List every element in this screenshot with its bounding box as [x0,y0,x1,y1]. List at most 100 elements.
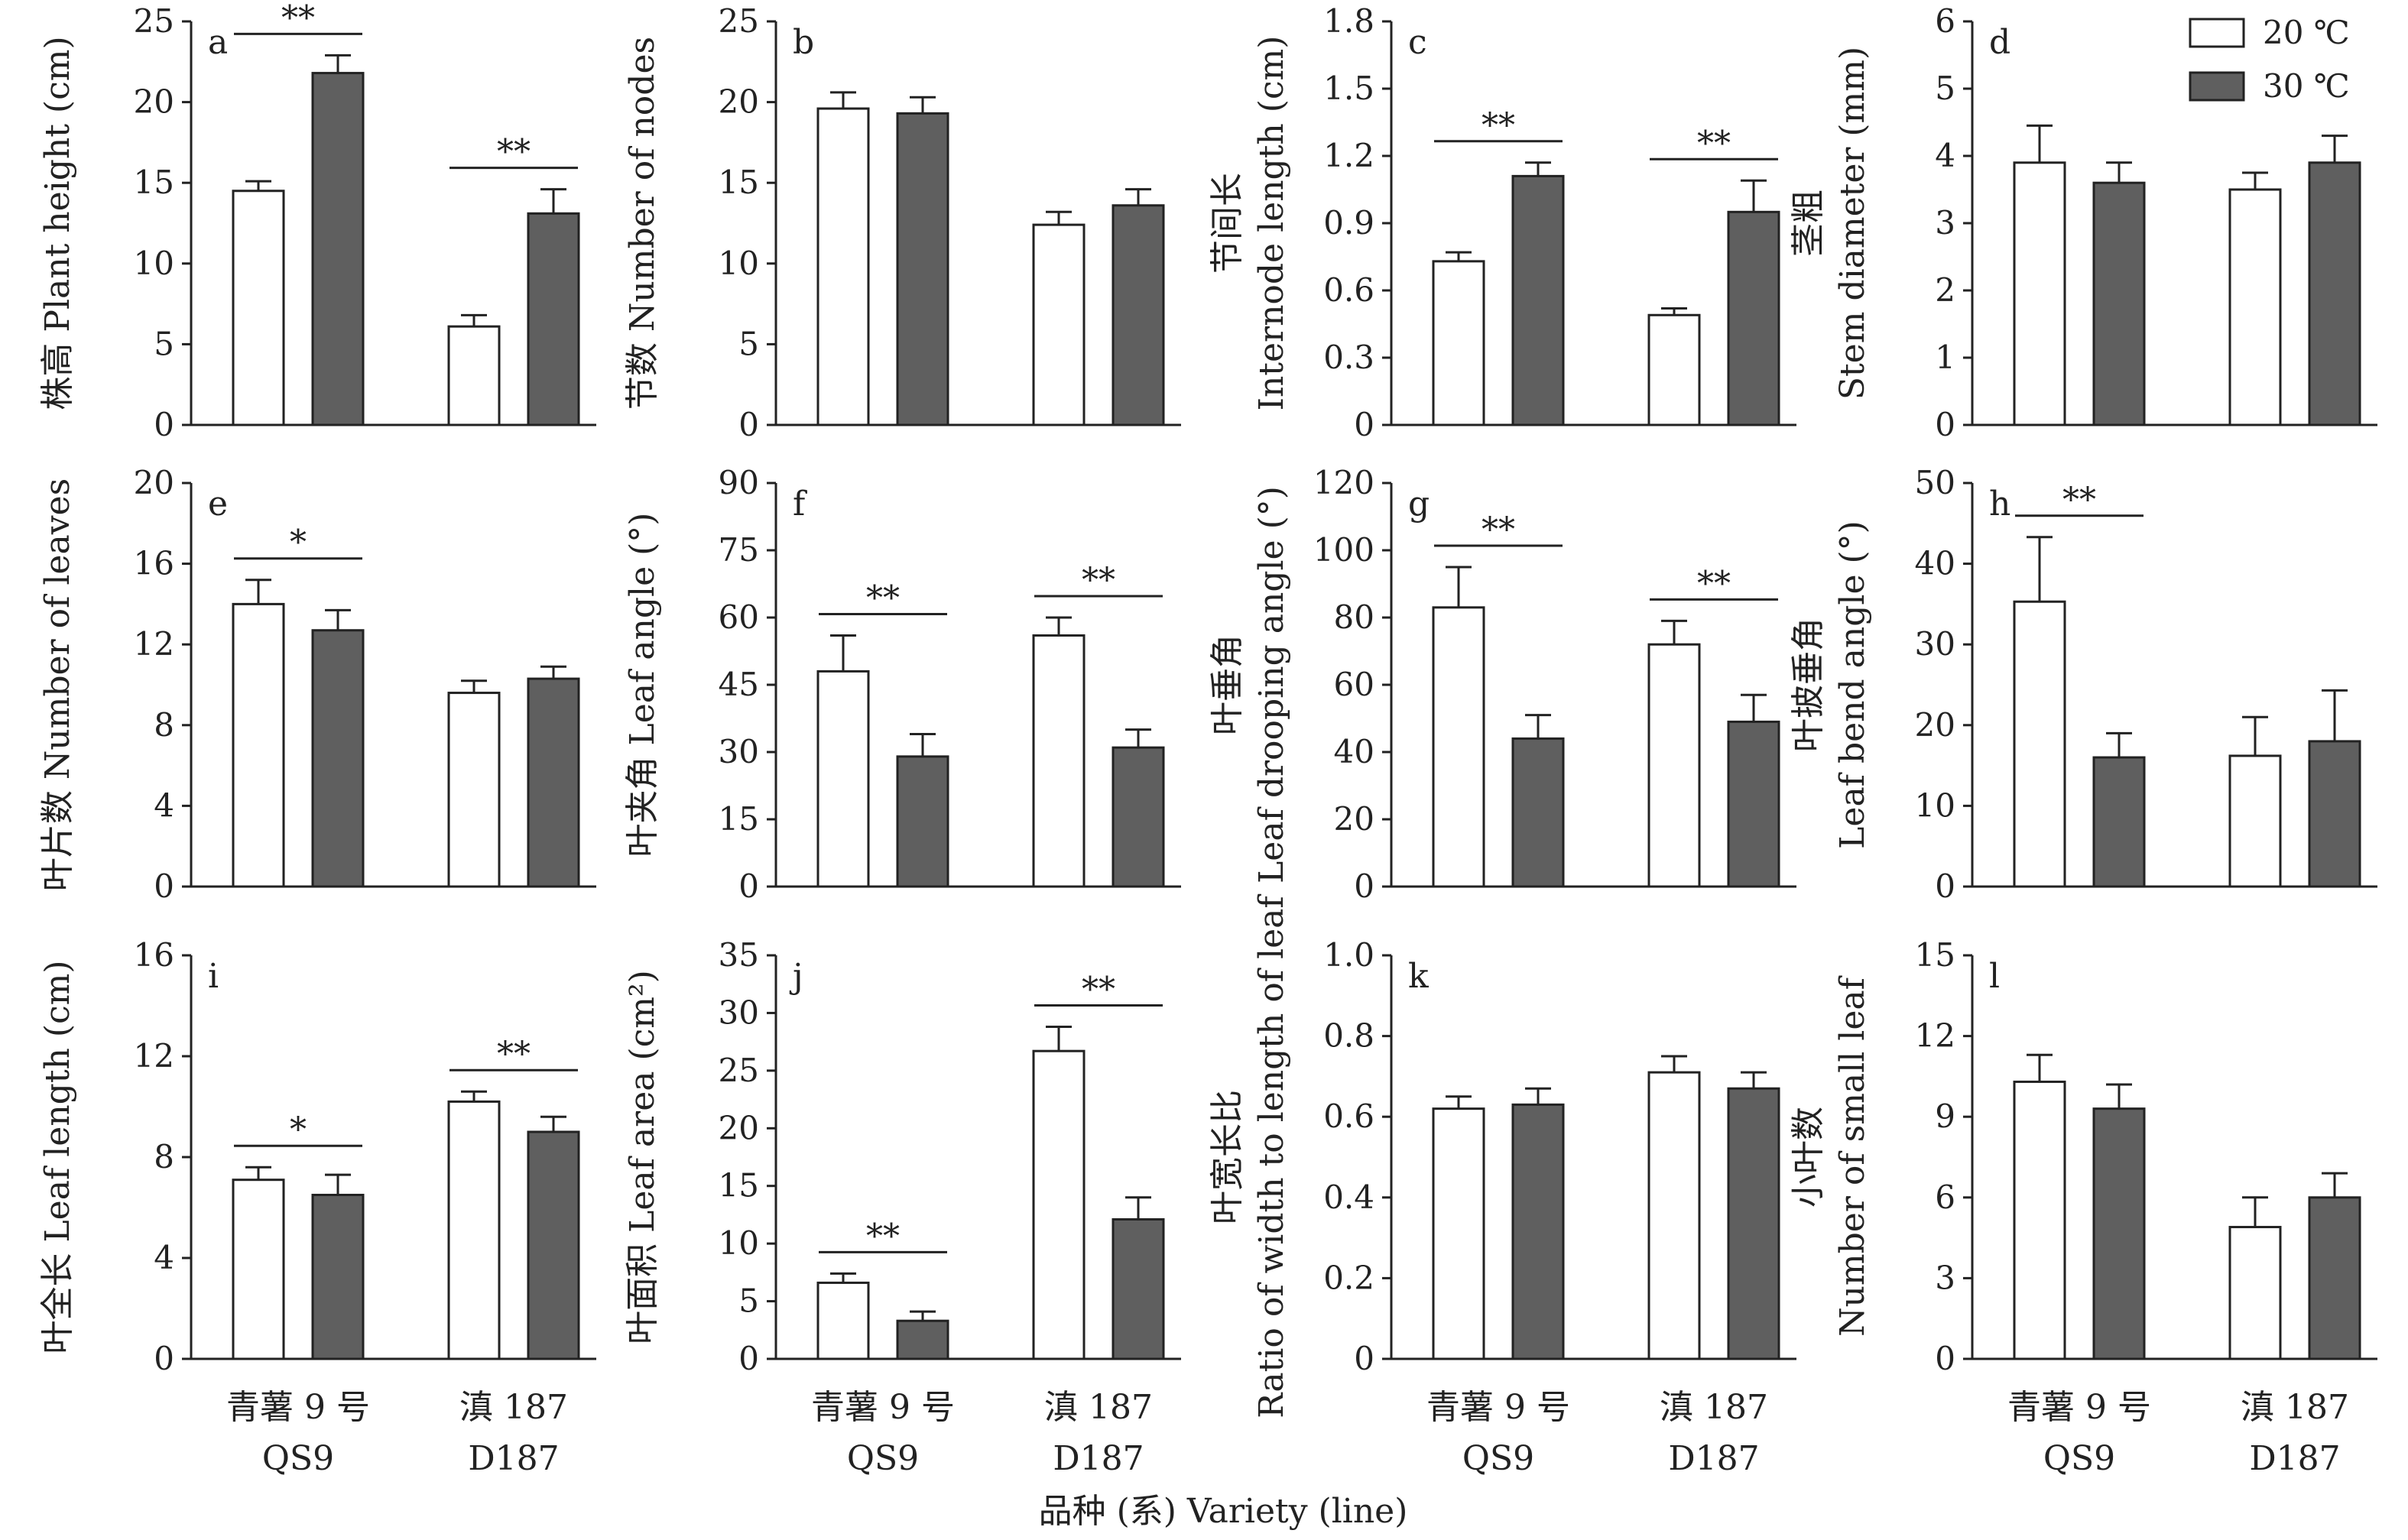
legend-label-20c: 20 ℃ [2263,14,2350,51]
significance-mark: ** [1481,511,1515,550]
y-tick-label: 50 [1915,464,1955,501]
y-axis-title: 叶垂角 [1208,634,1247,735]
y-axis-title: 叶片数 Number of leaves [38,478,77,891]
y-tick-label: 4 [154,1239,174,1276]
panel-letter: c [1408,23,1427,62]
significance-mark: ** [2062,481,2096,520]
x-axis-title: 品种 (系) Variety (line) [1039,1492,1408,1531]
panel-f: 0 15 30 45 60 75 90 f 叶夹角 Leaf angle (°) ** ** [623,464,1181,905]
y-tick-label: 40 [1334,733,1374,770]
significance-mark: ** [497,133,531,172]
significance-mark: ** [1082,971,1115,1010]
x-category-cn: 滇 187 [1660,1388,1768,1427]
panel-k: 0 0.2 0.4 0.6 0.8 1.0 k 叶宽长比 Ratio of width to l… [1208,894,1796,1478]
y-tick-label: 10 [134,245,174,282]
y-tick-label: 0 [154,406,174,443]
y-tick-label: 60 [1334,666,1374,703]
y-tick-label: 5 [738,325,759,362]
y-tick-label: 5 [154,325,174,362]
bar-20c-qs9 [2013,161,2066,426]
y-tick-label: 25 [134,2,174,40]
x-category-cn: 滇 187 [2241,1388,2349,1427]
bar-30c-qs9 [896,755,949,888]
y-tick-label: 0 [1354,406,1374,443]
bar-30c-qs9 [2092,1107,2146,1360]
bar-30c-d187 [1112,1217,1165,1360]
significance-mark: ** [281,0,315,37]
bar-30c-qs9 [1511,1103,1565,1360]
y-tick-label: 40 [1915,545,1955,582]
significance-mark: ** [1082,561,1115,600]
y-tick-label: 30 [719,994,759,1031]
panel-l: 0 3 6 9 12 15 l 小叶数 Number of small leaf 青薯 9 号 QS… [1789,936,2377,1478]
panel-h: 0 10 20 30 40 50 h 叶披垂角 Leaf bend angle (°) ** [1789,464,2377,905]
y-tick-label: 3 [1935,204,1955,242]
y-tick-label: 8 [154,1138,174,1175]
bar-30c-qs9 [896,112,949,426]
y-axis-title: Ratio of width to length of leaf [1252,894,1291,1418]
panel-c: 0 0.3 0.6 0.9 1.2 1.5 1.8 c 节间长 Internode length … [1208,2,1796,443]
bar-20c-qs9 [816,107,870,426]
bar-20c-d187 [1647,643,1701,888]
bar-20c-d187 [1032,1049,1086,1360]
y-tick-label: 12 [134,1037,174,1075]
y-axis-title: Leaf bend angle (°) [1833,520,1872,849]
y-tick-label: 25 [719,2,759,40]
panel-a: 0 5 10 15 20 25 a 株高 Plant height (cm) ** ** [38,0,596,443]
x-category-cn: 青薯 9 号 [811,1388,955,1427]
y-tick-label: 0 [1935,406,1955,443]
panel-d: 0 1 2 3 4 5 6d 茎粗 Stem diameter (mm) [1789,2,2377,443]
y-tick-label: 0.8 [1323,1017,1374,1055]
y-tick-label: 10 [1915,786,1955,824]
y-axis-title: 节间长 [1208,173,1247,274]
significance-mark: * [290,1110,307,1149]
y-axis-title: 茎粗 [1789,190,1828,257]
y-tick-label: 10 [719,245,759,282]
y-tick-label: 6 [1935,2,1955,40]
x-category-en: D187 [468,1439,559,1478]
y-tick-label: 80 [1334,598,1374,636]
y-axis-title: 叶披垂角 [1789,618,1828,752]
x-category-en: QS9 [2043,1439,2115,1478]
y-tick-label: 0 [738,1340,759,1377]
y-tick-label: 0.6 [1323,271,1374,309]
bar-20c-qs9 [232,602,285,888]
legend-swatch-20c [2189,18,2245,48]
panel-letter: d [1989,23,2010,62]
y-tick-label: 4 [154,786,174,824]
y-tick-label: 0 [1935,1340,1955,1377]
y-axis-title: 小叶数 [1789,1107,1828,1208]
bar-20c-qs9 [816,1281,870,1360]
y-tick-label: 35 [719,936,759,974]
significance-mark: ** [497,1035,531,1074]
bar-30c-qs9 [896,1319,949,1360]
panel-letter: l [1989,957,2000,996]
y-tick-label: 45 [719,666,759,703]
bar-20c-d187 [1647,1071,1701,1360]
bar-20c-d187 [447,325,501,426]
bar-30c-d187 [527,212,580,426]
y-tick-label: 60 [719,598,759,636]
y-tick-label: 5 [1935,70,1955,107]
y-axis-title: Stem diameter (mm) [1833,47,1872,400]
bar-30c-qs9 [2092,756,2146,888]
bar-30c-qs9 [311,72,365,426]
bar-20c-d187 [2228,188,2282,426]
x-category-en: QS9 [262,1439,334,1478]
bar-30c-qs9 [2092,181,2146,426]
legend: 20 ℃ 30 ℃ [2189,14,2350,105]
y-tick-label: 15 [1915,936,1955,974]
bar-30c-qs9 [1511,737,1565,888]
x-category-en: D187 [1053,1439,1144,1478]
x-category-en: QS9 [847,1439,919,1478]
bar-20c-d187 [2228,1226,2282,1360]
y-tick-label: 20 [134,464,174,501]
y-tick-label: 100 [1313,531,1374,569]
y-tick-label: 5 [738,1282,759,1320]
panel-j: 0 5 10 15 20 25 30 35 j 叶面积 Leaf area (cm²) ** 青薯 9… [623,936,1181,1478]
y-tick-label: 120 [1313,464,1374,501]
legend-swatch-30c [2189,71,2245,102]
y-tick-label: 20 [134,83,174,121]
y-axis-title: 节数 Number of nodes [623,37,662,410]
